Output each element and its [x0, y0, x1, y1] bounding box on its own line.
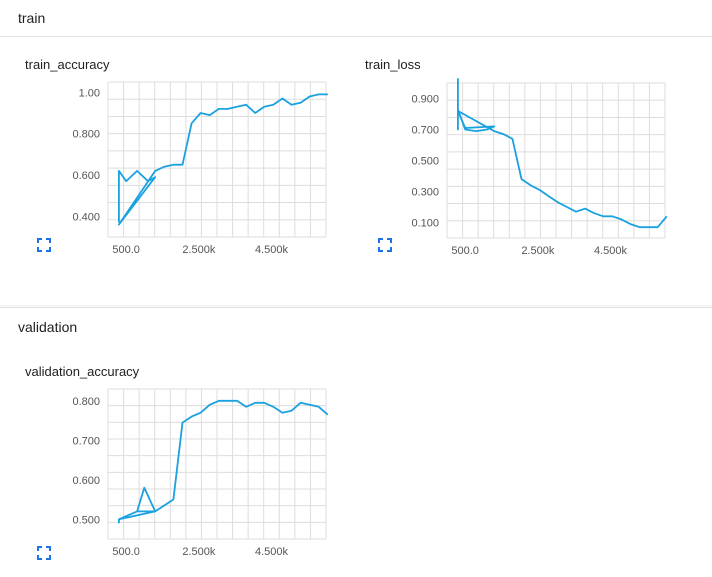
x-tick-label: 2.500k [182, 244, 216, 256]
chart-train-accuracy: train_accuracy 0.400 0.600 0.800 1.00 500.0 2… [0, 37, 340, 305]
section-body-train: train_accuracy 0.400 0.600 0.800 1.00 500.0 2… [0, 37, 712, 305]
x-tick-label: 4.500k [255, 244, 289, 256]
x-tick-label: 500.0 [451, 245, 479, 257]
y-tick-label: 0.900 [411, 94, 439, 106]
y-tick-label: 0.600 [72, 475, 100, 487]
expand-icon-glyph [37, 546, 51, 560]
grid [107, 81, 327, 238]
series-line [118, 399, 329, 524]
series-line [457, 78, 668, 229]
section-body-validation: validation_accuracy 0.500 0.600 0.700 0.800… [0, 344, 712, 577]
y-tick-label: 0.800 [72, 129, 100, 141]
y-tick-label: 0.800 [72, 396, 100, 408]
series-line [118, 93, 328, 226]
grid [446, 82, 666, 239]
chart-svg: 0.400 0.600 0.800 1.00 500.0 2.500k 4.500k [72, 81, 328, 256]
expand-icon-glyph [37, 238, 51, 252]
y-tick-label: 0.100 [411, 218, 439, 230]
section-title: train [18, 10, 46, 26]
chart-validation-accuracy: validation_accuracy 0.500 0.600 0.700 0.800… [0, 344, 340, 577]
expand-icon[interactable] [37, 546, 51, 560]
x-tick-label: 500.0 [112, 244, 140, 256]
chart-svg: 0.100 0.300 0.500 0.700 0.900 500.0 2.500k 4.50… [411, 78, 668, 257]
chart-title: validation_accuracy [25, 364, 140, 379]
y-tick-label: 0.500 [72, 514, 100, 526]
x-tick-label: 4.500k [255, 546, 289, 558]
x-tick-label: 500.0 [112, 546, 140, 558]
y-tick-label: 0.400 [72, 211, 100, 223]
x-tick-label: 2.500k [182, 546, 216, 558]
chart-svg: 0.500 0.600 0.700 0.800 500.0 2.500k 4.500k [72, 388, 329, 558]
expand-icon[interactable] [37, 238, 51, 252]
y-tick-label: 0.600 [72, 170, 100, 182]
y-tick-label: 0.500 [411, 156, 439, 168]
y-tick-label: 1.00 [79, 87, 100, 99]
chart-title: train_loss [365, 57, 421, 72]
chart-train-loss: train_loss 0.100 0.300 0.500 0.700 0.900 500.… [340, 37, 712, 305]
chart-title: train_accuracy [25, 57, 110, 72]
grid [107, 388, 327, 540]
y-tick-label: 0.300 [411, 187, 439, 199]
expand-icon-glyph [378, 238, 392, 252]
x-tick-label: 2.500k [521, 245, 555, 257]
y-tick-label: 0.700 [72, 435, 100, 447]
section-title: validation [18, 319, 78, 335]
section-header-validation[interactable]: validation [0, 307, 712, 345]
x-tick-label: 4.500k [594, 245, 628, 257]
y-tick-label: 0.700 [411, 125, 439, 137]
expand-icon[interactable] [378, 238, 392, 252]
section-header-train[interactable]: train [0, 0, 712, 37]
